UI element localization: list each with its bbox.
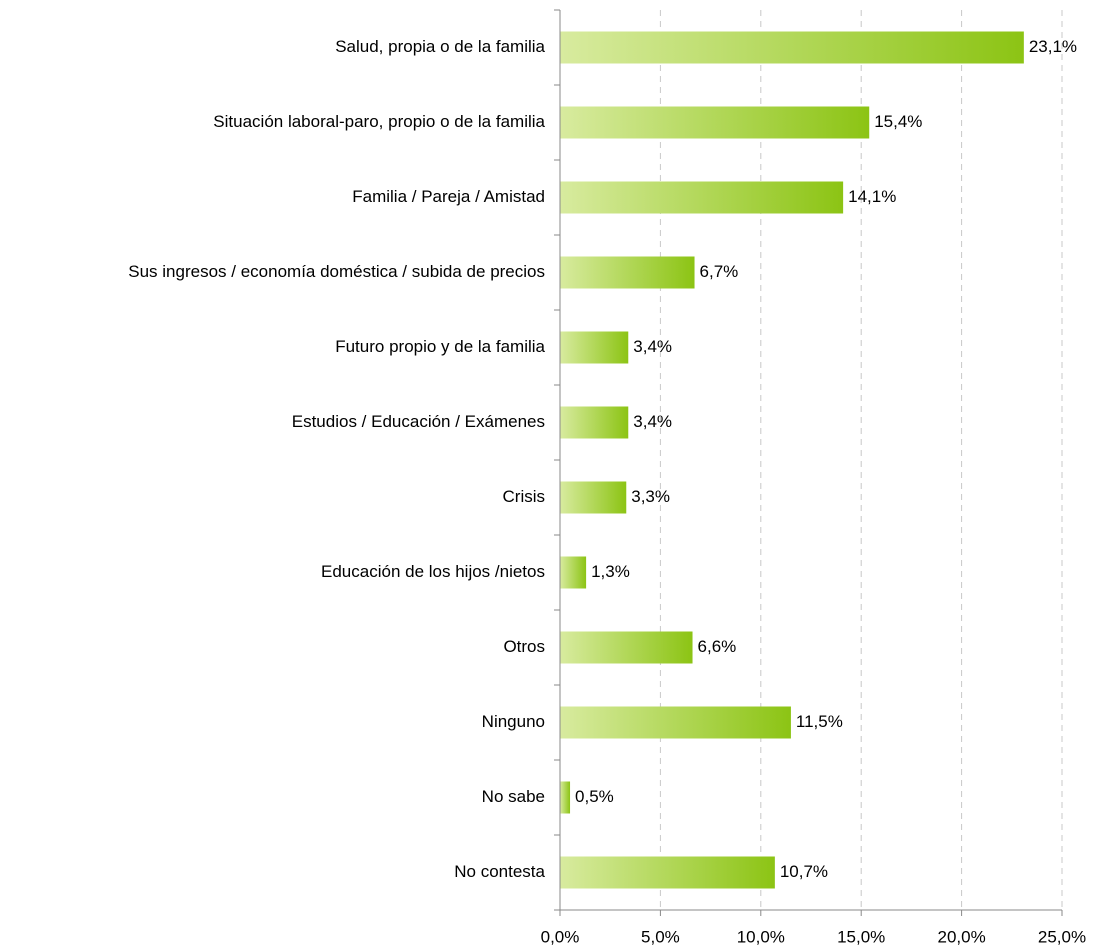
y-tick-label: No sabe xyxy=(482,787,545,806)
bar xyxy=(560,256,695,289)
bar xyxy=(560,631,693,664)
x-tick-label: 0,0% xyxy=(541,927,580,946)
value-label: 3,4% xyxy=(633,412,672,431)
y-tick-label: Ninguno xyxy=(482,712,545,731)
bar xyxy=(560,781,571,814)
value-label: 6,7% xyxy=(700,262,739,281)
bar xyxy=(560,481,627,514)
y-tick-label: Situación laboral-paro, propio o de la f… xyxy=(213,112,545,131)
value-label: 10,7% xyxy=(780,862,828,881)
bar xyxy=(560,331,629,364)
x-tick-label: 25,0% xyxy=(1038,927,1086,946)
value-label: 3,3% xyxy=(631,487,670,506)
y-tick-label: Salud, propia o de la familia xyxy=(335,37,545,56)
value-label: 23,1% xyxy=(1029,37,1077,56)
value-label: 6,6% xyxy=(698,637,737,656)
y-tick-label: Futuro propio y de la familia xyxy=(335,337,545,356)
value-label: 1,3% xyxy=(591,562,630,581)
bar xyxy=(560,856,775,889)
y-tick-label: Crisis xyxy=(503,487,546,506)
value-label: 0,5% xyxy=(575,787,614,806)
y-tick-label: Familia / Pareja / Amistad xyxy=(352,187,545,206)
y-tick-label: Sus ingresos / economía doméstica / subi… xyxy=(128,262,545,281)
bar xyxy=(560,181,844,214)
x-tick-label: 15,0% xyxy=(837,927,885,946)
value-label: 3,4% xyxy=(633,337,672,356)
y-tick-label: Otros xyxy=(503,637,545,656)
y-tick-label: Estudios / Educación / Exámenes xyxy=(292,412,545,431)
bar xyxy=(560,556,587,589)
value-label: 14,1% xyxy=(848,187,896,206)
x-tick-label: 20,0% xyxy=(937,927,985,946)
bar xyxy=(560,31,1024,64)
bar xyxy=(560,406,629,439)
y-tick-label: No contesta xyxy=(454,862,545,881)
value-label: 11,5% xyxy=(796,712,843,731)
value-label: 15,4% xyxy=(874,112,922,131)
bar xyxy=(560,706,791,739)
bar xyxy=(560,106,870,139)
x-tick-label: 5,0% xyxy=(641,927,680,946)
x-tick-label: 10,0% xyxy=(737,927,785,946)
y-tick-label: Educación de los hijos /nietos xyxy=(321,562,545,581)
